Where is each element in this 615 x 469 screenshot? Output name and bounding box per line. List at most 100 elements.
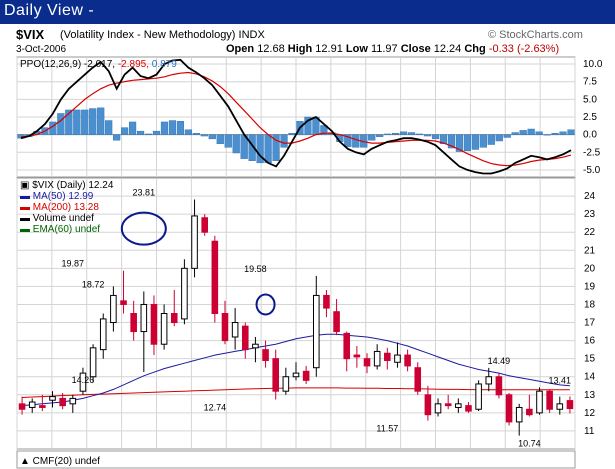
- price-annotation: 18.72: [82, 279, 105, 289]
- candle-down: [39, 405, 46, 408]
- price-legend-item: ▬ EMA(60) undef: [20, 224, 100, 235]
- price-annotation: 19.87: [62, 259, 85, 269]
- price-y-tick: 18: [584, 299, 596, 310]
- ppo-histogram-bar: [65, 109, 73, 135]
- ppo-histogram-bar: [144, 133, 153, 135]
- candle-up: [28, 401, 36, 408]
- candle-down: [526, 408, 533, 416]
- ppo-histogram-bar: [567, 129, 575, 135]
- ppo-histogram-bar: [400, 131, 408, 135]
- ppo-legend-signal-value: -2.895,: [118, 59, 152, 70]
- ma50-line: [22, 333, 570, 407]
- price-y-tick: 20: [584, 263, 596, 274]
- ppo-histogram-bar: [192, 133, 200, 135]
- ppo-line: [20, 58, 572, 175]
- candle-up: [394, 354, 401, 363]
- candle-down: [546, 390, 553, 410]
- price-legend-item: ▬ Volume undef: [20, 213, 94, 224]
- price-panel: 24 23 22 21 20 19 18 17 16 15 14 13 12 11 23.81 19.87 18…: [16, 177, 596, 450]
- ppo-histogram-bar: [431, 134, 440, 140]
- candle-down: [323, 294, 330, 309]
- candle-up: [89, 347, 97, 378]
- candle-down: [120, 300, 127, 305]
- candle-down: [221, 313, 229, 342]
- ppo-y-tick: 10.0: [583, 59, 603, 70]
- price-annotation: 11.57: [376, 424, 398, 434]
- candle-up: [282, 376, 290, 392]
- ppo-y-tick: 7.5: [583, 77, 597, 88]
- candle-up: [515, 406, 523, 423]
- candle-down: [130, 313, 137, 333]
- open-label: Open: [226, 43, 255, 55]
- candle-down: [211, 240, 219, 315]
- ppo-histogram-bar: [559, 131, 567, 135]
- ppo-histogram-bar: [200, 134, 208, 137]
- ppo-histogram-bar: [121, 127, 129, 135]
- exchange-label: INDX: [238, 29, 265, 41]
- candle-down: [241, 325, 249, 351]
- ppo-histogram-bar: [455, 134, 463, 152]
- ppo-histogram-bar: [407, 132, 416, 135]
- ppo-histogram-bar: [352, 134, 360, 148]
- ppo-histogram-bar: [463, 134, 471, 152]
- price-y-tick: 15: [584, 354, 596, 365]
- candle-down: [505, 394, 513, 423]
- price-y-tick: 13: [584, 390, 596, 401]
- price-legend-item: ▬ MA(50) 12.99: [20, 191, 94, 202]
- ppo-histogram-bar: [256, 134, 264, 164]
- candle-up: [49, 396, 56, 401]
- candle-down: [333, 311, 340, 333]
- window-title-bar: Daily View -: [0, 0, 615, 24]
- candle-down: [272, 358, 279, 392]
- ppo-y-tick: 0.0: [583, 130, 597, 141]
- candle-down: [384, 352, 391, 361]
- change-label: Chg: [464, 43, 486, 55]
- ppo-histogram-bar: [344, 134, 352, 147]
- ppo-histogram-bar: [224, 134, 232, 148]
- ppo-histogram-bar: [73, 109, 81, 135]
- candle-down: [59, 397, 66, 407]
- price-y-tick: 24: [584, 191, 596, 202]
- ppo-histogram-bar: [495, 134, 503, 142]
- ppo-histogram-bar: [89, 108, 97, 135]
- ppo-histogram-bar: [105, 120, 113, 135]
- stockcharts-logo[interactable]: © StockCharts.com: [488, 29, 583, 41]
- low-label: Low: [345, 43, 368, 55]
- candle-down: [262, 349, 269, 361]
- highlight-circle: [255, 293, 276, 316]
- high-label: High: [287, 43, 313, 55]
- ppo-histogram-bar: [423, 134, 432, 137]
- ppo-histogram-bar: [168, 120, 177, 135]
- symbol-description: (Volatility Index - New Methodology) IND…: [60, 29, 265, 41]
- symbol-name: (Volatility Index - New Methodology): [60, 29, 236, 41]
- candle-down: [302, 370, 310, 381]
- ppo-y-tick: 2.5: [583, 112, 597, 123]
- candle-down: [495, 376, 503, 396]
- candle-down: [404, 354, 411, 367]
- ppo-histogram-bar: [57, 113, 65, 135]
- ppo-histogram-bar: [97, 107, 105, 135]
- price-y-tick: 11: [584, 426, 595, 437]
- candle-up: [313, 294, 320, 369]
- ppo-histogram-bar: [535, 131, 543, 135]
- ppo-histogram-bar: [176, 121, 185, 135]
- candle-up: [556, 403, 564, 410]
- ppo-histogram-bar: [264, 134, 272, 164]
- price-legend-title: ▣ $VIX (Daily) 12.24: [20, 180, 114, 191]
- price-y-tick: 12: [584, 408, 596, 419]
- candle-down: [465, 405, 472, 412]
- ppo-histogram-bar: [415, 133, 424, 135]
- ppo-histogram-bar: [136, 130, 145, 135]
- ppo-signal-line: [20, 71, 572, 167]
- candle-up: [292, 372, 300, 378]
- candle-up: [373, 350, 381, 367]
- open-value: 12.68: [257, 43, 285, 55]
- highlight-circle: [120, 211, 167, 246]
- candle-down: [424, 394, 432, 416]
- candle-down: [18, 403, 26, 410]
- candle-down: [201, 217, 208, 233]
- ppo-histogram-bar: [232, 134, 240, 154]
- ppo-histogram-bar: [543, 134, 551, 136]
- price-y-tick: 22: [584, 227, 596, 238]
- window-title: Daily View -: [4, 2, 95, 19]
